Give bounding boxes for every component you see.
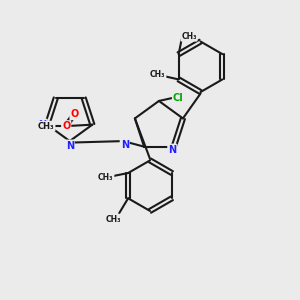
- Text: N: N: [121, 140, 129, 150]
- Text: CH₃: CH₃: [98, 173, 114, 182]
- Text: CH₃: CH₃: [181, 32, 197, 41]
- Text: Cl: Cl: [173, 93, 184, 103]
- Text: CH₃: CH₃: [150, 70, 166, 80]
- Text: N: N: [66, 140, 74, 151]
- Text: N: N: [39, 120, 47, 130]
- Text: N: N: [168, 145, 176, 154]
- Text: CH₃: CH₃: [38, 122, 55, 130]
- Text: O: O: [62, 121, 70, 131]
- Text: O: O: [70, 109, 79, 119]
- Text: CH₃: CH₃: [106, 214, 121, 224]
